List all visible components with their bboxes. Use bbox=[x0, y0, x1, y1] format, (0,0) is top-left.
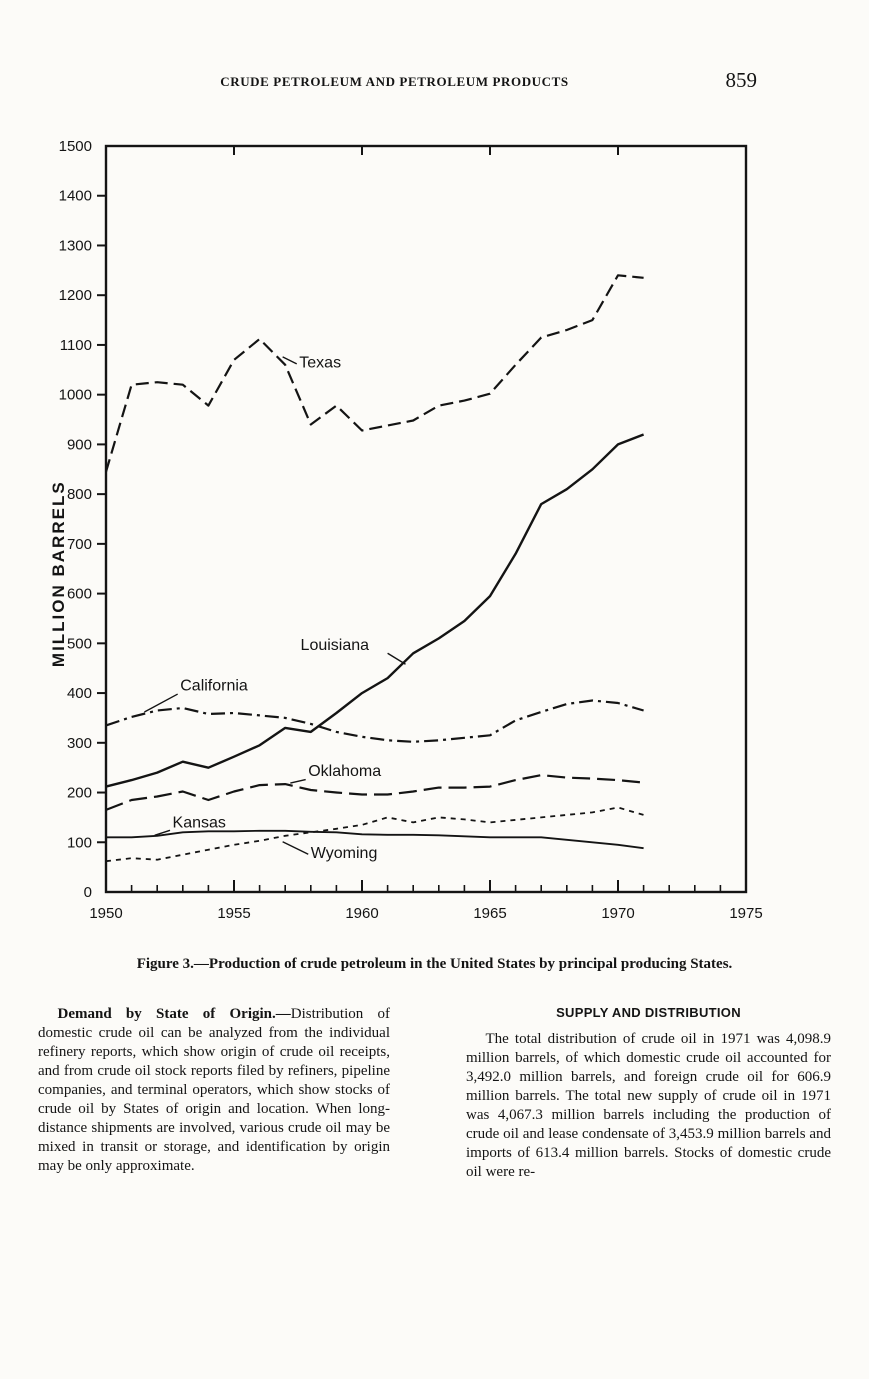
section-heading: SUPPLY AND DISTRIBUTION bbox=[556, 1005, 741, 1020]
x-tick-label: 1955 bbox=[217, 905, 250, 922]
series-texas bbox=[104, 274, 644, 473]
y-tick-label: 1000 bbox=[59, 387, 92, 404]
label-leader-line bbox=[144, 693, 179, 713]
paragraph-body: Distribution of domestic crude oil can b… bbox=[38, 1006, 390, 1174]
y-tick-label: 1300 bbox=[59, 237, 92, 254]
y-tick-label: 700 bbox=[67, 536, 92, 553]
paragraph-lead: Demand by State of Origin.— bbox=[57, 1006, 291, 1022]
y-tick-label: 1500 bbox=[59, 138, 92, 155]
series-label-kansas: Kansas bbox=[173, 814, 226, 831]
y-tick-label: 1200 bbox=[59, 287, 92, 304]
y-tick-label: 100 bbox=[67, 834, 92, 851]
label-leader-line bbox=[282, 841, 309, 855]
series-label-texas: Texas bbox=[299, 354, 341, 371]
crude-production-figure: 0 100 200 300 400 500 600 700 800 900 1000 1100 1200… bbox=[42, 130, 780, 946]
plot-frame bbox=[104, 144, 748, 894]
line-chart: 0 100 200 300 400 500 600 700 800 900 1000 1100 1200… bbox=[49, 138, 763, 922]
series-wyoming bbox=[105, 806, 644, 863]
label-leader-line bbox=[387, 652, 406, 665]
y-axis-title: MILLION BARRELS bbox=[49, 480, 68, 667]
left-column: Demand by State of Origin.—Distribution … bbox=[38, 1005, 390, 1182]
running-head: CRUDE PETROLEUM AND PETROLEUM PRODUCTS bbox=[220, 74, 569, 89]
series-label-california: California bbox=[180, 678, 248, 695]
y-tick-label: 1100 bbox=[60, 337, 92, 354]
left-paragraph: Demand by State of Origin.—Distribution … bbox=[38, 1005, 390, 1176]
y-tick-label: 800 bbox=[67, 486, 92, 503]
y-tick-label: 0 bbox=[84, 884, 92, 901]
label-leader-line bbox=[290, 778, 306, 784]
y-tick-label: 900 bbox=[67, 436, 92, 453]
page-number: 859 bbox=[725, 68, 758, 92]
figure-caption: Figure 3.—Production of crude petroleum … bbox=[136, 956, 733, 972]
right-column: SUPPLY AND DISTRIBUTION The total distri… bbox=[466, 1005, 831, 1182]
x-tick-label: 1975 bbox=[729, 905, 762, 922]
x-tick-label: 1960 bbox=[345, 905, 378, 922]
page-header: CRUDE PETROLEUM AND PETROLEUM PRODUCTS 8… bbox=[0, 68, 869, 100]
label-leader-line bbox=[154, 829, 171, 836]
right-paragraph: The total distribution of crude oil in 1… bbox=[466, 1031, 831, 1180]
series-label-oklahoma: Oklahoma bbox=[308, 763, 381, 780]
y-tick-label: 1400 bbox=[59, 188, 92, 205]
series-label-wyoming: Wyoming bbox=[311, 845, 378, 862]
y-tick-label: 300 bbox=[67, 735, 92, 752]
series-louisiana bbox=[105, 433, 645, 788]
x-tick-label: 1970 bbox=[601, 905, 634, 922]
y-tick-label: 400 bbox=[67, 685, 92, 702]
series-label-louisiana: Louisiana bbox=[301, 637, 370, 654]
x-tick-label: 1950 bbox=[89, 905, 122, 922]
x-tick-label: 1965 bbox=[473, 905, 506, 922]
label-leader-line bbox=[282, 356, 298, 365]
y-tick-label: 200 bbox=[67, 785, 92, 802]
series-kansas bbox=[106, 829, 644, 850]
series-california bbox=[105, 699, 644, 743]
body-columns: Demand by State of Origin.—Distribution … bbox=[38, 1005, 831, 1182]
y-tick-label: 600 bbox=[67, 586, 92, 603]
y-tick-label: 500 bbox=[67, 635, 92, 652]
series-oklahoma bbox=[105, 773, 644, 811]
